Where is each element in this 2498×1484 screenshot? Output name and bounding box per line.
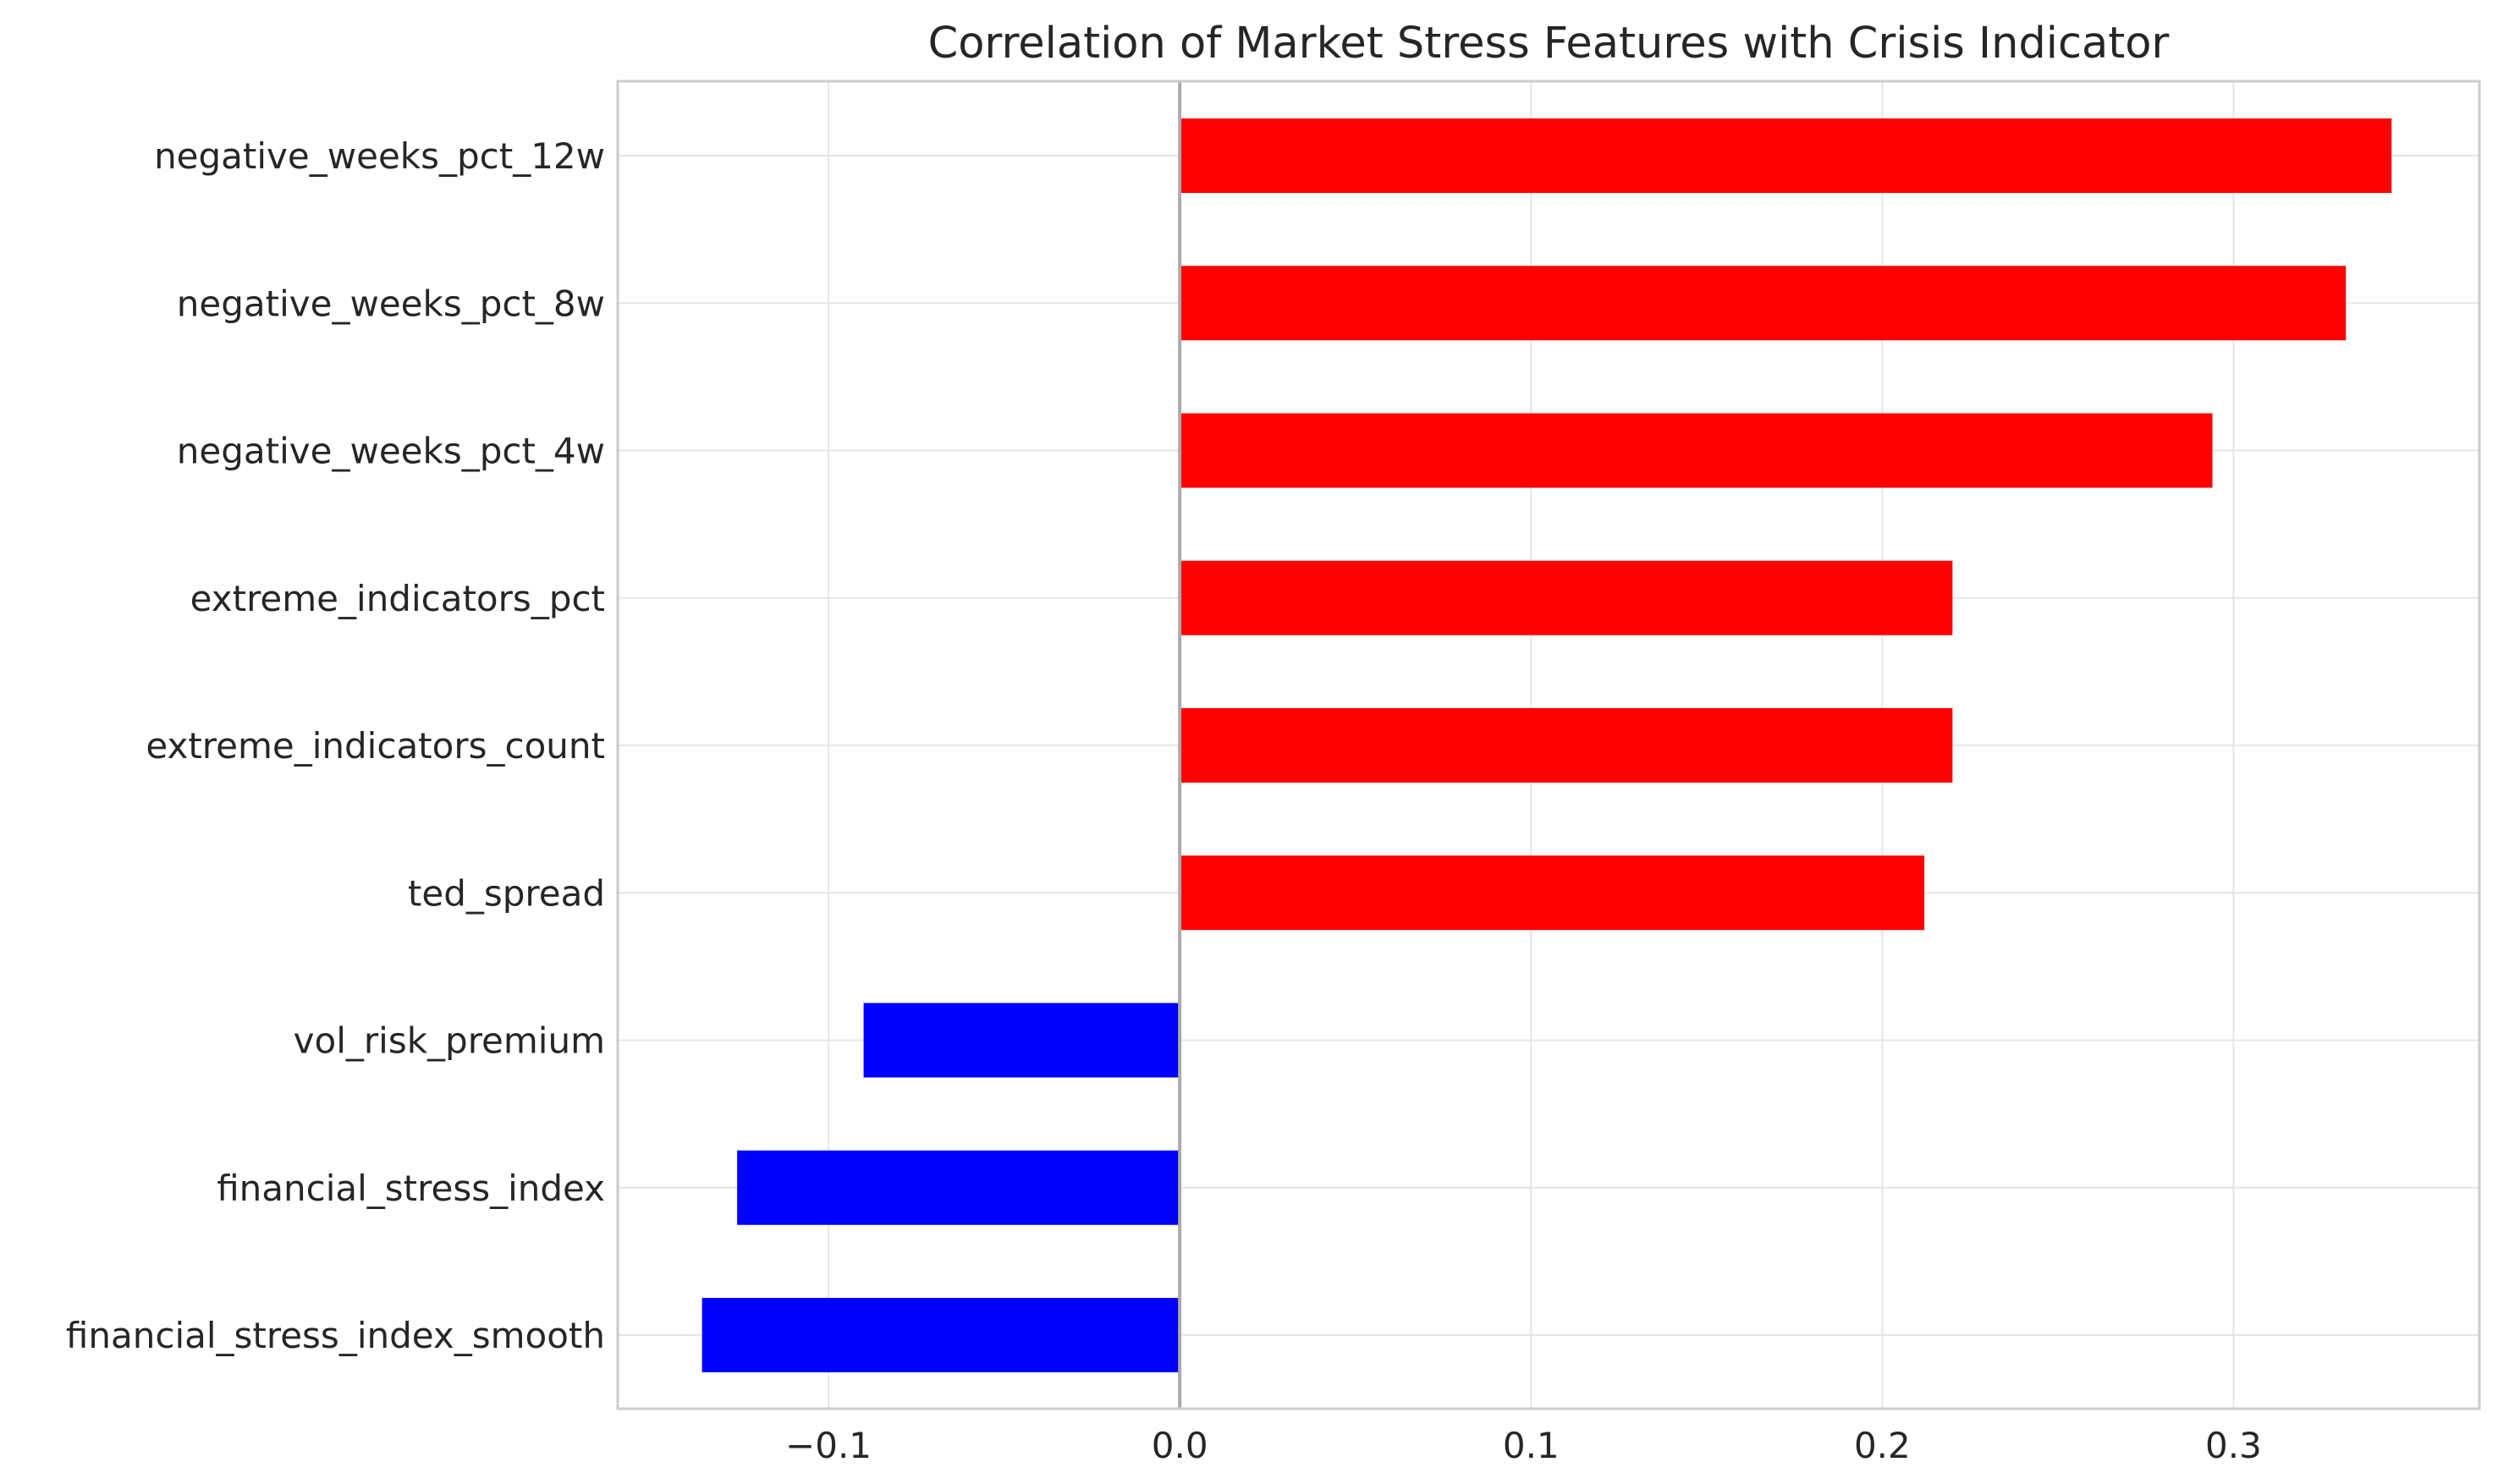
x-tick-label-2: 0.1	[1503, 1425, 1560, 1466]
x-tick-label-4: 0.3	[2205, 1425, 2262, 1466]
y-axis-tick-labels: negative_weeks_pct_12w negative_weeks_pct…	[66, 135, 605, 1356]
bars-layer	[702, 118, 2392, 1372]
y-tick-label-vol_risk_premium: vol_risk_premium	[294, 1020, 605, 1062]
chart-title: Correlation of Market Stress Features wi…	[928, 19, 2170, 69]
plot-frame	[616, 80, 2481, 1410]
bar-financial_stress_index	[737, 1150, 1180, 1225]
bar-extreme_indicators_pct	[1180, 560, 1953, 635]
y-tick-label-ted_spread: ted_spread	[408, 872, 605, 914]
y-tick-label-negative_weeks_pct_12w: negative_weeks_pct_12w	[154, 135, 605, 177]
bar-negative_weeks_pct_8w	[1180, 266, 2347, 341]
bar-negative_weeks_pct_12w	[1180, 118, 2392, 193]
y-tick-label-financial_stress_index: financial_stress_index	[217, 1168, 605, 1209]
x-axis-tick-labels: −0.1 0.0 0.1 0.2 0.3	[785, 1425, 2262, 1466]
bar-negative_weeks_pct_4w	[1180, 413, 2213, 488]
bar-financial_stress_index_smooth	[702, 1298, 1180, 1372]
x-tick-label-1: 0.0	[1152, 1425, 1208, 1466]
y-tick-label-extreme_indicators_count: extreme_indicators_count	[146, 725, 605, 767]
y-tick-label-negative_weeks_pct_8w: negative_weeks_pct_8w	[177, 283, 605, 324]
y-tick-label-extreme_indicators_pct: extreme_indicators_pct	[190, 578, 605, 619]
bar-extreme_indicators_count	[1180, 708, 1953, 783]
bar-ted_spread	[1180, 855, 1925, 931]
bar-vol_risk_premium	[863, 1003, 1180, 1078]
x-tick-label-0: −0.1	[785, 1425, 872, 1466]
y-tick-label-financial_stress_index_smooth: financial_stress_index_smooth	[66, 1315, 605, 1356]
y-tick-label-negative_weeks_pct_4w: negative_weeks_pct_4w	[177, 431, 605, 472]
x-tick-label-3: 0.2	[1854, 1425, 1911, 1466]
